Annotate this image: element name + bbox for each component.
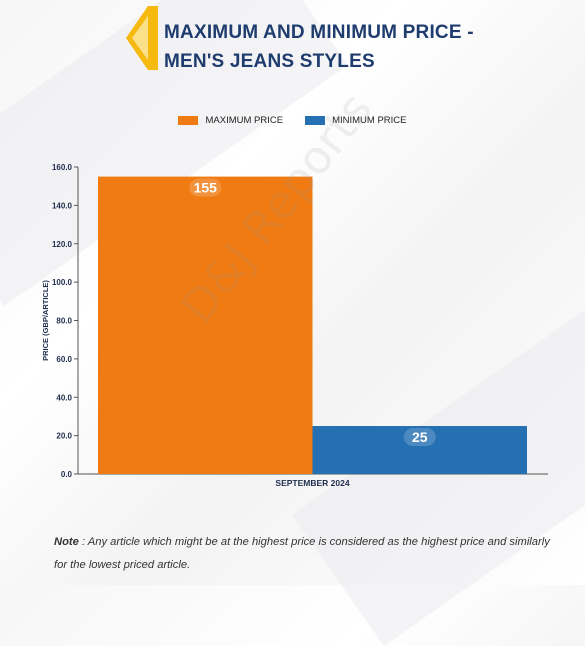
x-tick-label: SEPTEMBER 2024: [275, 478, 349, 488]
y-tick-label: 140.0: [52, 201, 73, 210]
y-tick-label: 160.0: [52, 163, 73, 172]
bar-minimum: [312, 426, 527, 474]
chart-title-line-2: MEN'S JEANS STYLES: [164, 51, 375, 72]
data-label: 155: [194, 180, 218, 196]
legend-swatch-minimum: [305, 116, 326, 125]
chart-note: Note : Any article which might be at the…: [54, 531, 554, 577]
legend-item-maximum: MAXIMUM PRICE: [178, 115, 283, 126]
legend-label-maximum: MAXIMUM PRICE: [205, 115, 284, 126]
note-text: : Any article which might be at the high…: [54, 536, 550, 571]
data-label-badge: [189, 178, 222, 197]
y-tick-label: 20.0: [56, 432, 72, 441]
legend-swatch-maximum: [178, 116, 199, 125]
y-tick-label: 120.0: [52, 240, 73, 249]
chart-title-line-1: MAXIMUM AND MINIMUM PRICE -: [164, 22, 474, 43]
chart-header: MAXIMUM AND MINIMUM PRICE - MEN'S JEANS …: [124, 6, 564, 72]
bar-maximum: [98, 176, 313, 474]
y-tick-label: 100.0: [52, 278, 73, 287]
bar-chart: 0.0 20.0 40.0 60.0 80.0 100.0 120.0 140.0 160.0 P…: [41, 163, 548, 488]
data-label: 25: [412, 429, 428, 445]
y-axis-label: PRICE (GBP/ARTICLE): [41, 280, 50, 361]
legend-item-minimum: MINIMUM PRICE: [305, 115, 407, 126]
y-tick-label: 60.0: [56, 355, 72, 364]
chart-legend: MAXIMUM PRICE MINIMUM PRICE: [0, 115, 585, 126]
note-label: Note: [54, 536, 79, 548]
data-label-badge: [403, 428, 436, 447]
y-tick-label: 0.0: [61, 470, 73, 479]
y-tick-label: 80.0: [56, 317, 72, 326]
y-tick-label: 40.0: [56, 393, 72, 402]
chart-title: MAXIMUM AND MINIMUM PRICE - MEN'S JEANS …: [164, 18, 474, 76]
legend-label-minimum: MINIMUM PRICE: [332, 115, 407, 126]
chevron-logo-icon: [126, 6, 158, 70]
